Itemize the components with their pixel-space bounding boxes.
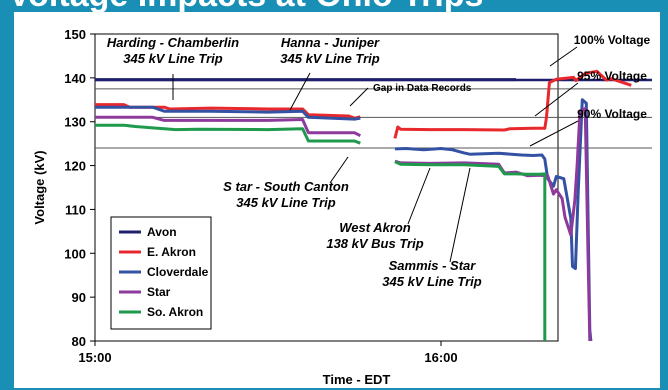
legend-box [110, 216, 212, 330]
reference-label: 95% Voltage [577, 69, 647, 83]
legend-label: E. Akron [147, 245, 196, 259]
reference-label: 90% Voltage [577, 107, 647, 121]
y-tick-label: 150 [64, 27, 86, 42]
series-line-so-akron [95, 123, 547, 341]
event-annotation: 345 kV Line Trip [123, 51, 223, 66]
label-pointer [529, 120, 579, 147]
legend-label: Avon [147, 225, 177, 239]
x-tick-label: 15:00 [78, 350, 111, 365]
y-tick-label: 100 [64, 246, 86, 261]
y-tick-label: 140 [64, 71, 86, 86]
event-annotation: West Akron [339, 220, 411, 235]
event-annotation: 345 kV Line Trip [280, 51, 380, 66]
event-annotation: Harding - Chamberlin [107, 35, 239, 50]
label-pointer [349, 87, 369, 107]
annotation-pointer [289, 72, 311, 111]
x-tick-label: 16:00 [424, 350, 457, 365]
y-tick-label: 120 [64, 159, 86, 174]
annotation-pointer [449, 167, 471, 263]
series-line-star [95, 107, 592, 342]
x-axis-title: Time - EDT [323, 372, 391, 387]
y-tick-label: 90 [72, 290, 86, 305]
banner-title: Voltage Impacts at Ohio Trips [8, 0, 483, 15]
event-annotation: Hanna - Juniper [281, 35, 380, 50]
event-annotation: 345 kV Line Trip [236, 195, 336, 210]
legend-label: So. Akron [147, 305, 203, 319]
label-pointer [549, 46, 578, 67]
y-tick-label: 110 [65, 202, 86, 217]
event-annotation: 138 kV Bus Trip [326, 236, 423, 251]
series-line-cloverdale [95, 98, 593, 342]
annotation-pointer [329, 156, 349, 184]
event-annotation: S tar - South Canton [223, 179, 349, 194]
reference-label: 100% Voltage [574, 33, 651, 47]
label-pointer [534, 82, 579, 117]
event-annotation: Sammis - Star [389, 258, 477, 273]
event-annotation: 345 kV Line Trip [382, 274, 482, 289]
gap-label: Gap in Data Records [373, 83, 472, 94]
annotation-pointer [407, 167, 431, 225]
legend-label: Star [147, 285, 171, 299]
legend-label: Cloverdale [147, 265, 209, 279]
y-axis-title: Voltage (kV) [32, 150, 47, 224]
y-tick-label: 130 [64, 115, 86, 130]
y-tick-label: 80 [72, 334, 86, 349]
